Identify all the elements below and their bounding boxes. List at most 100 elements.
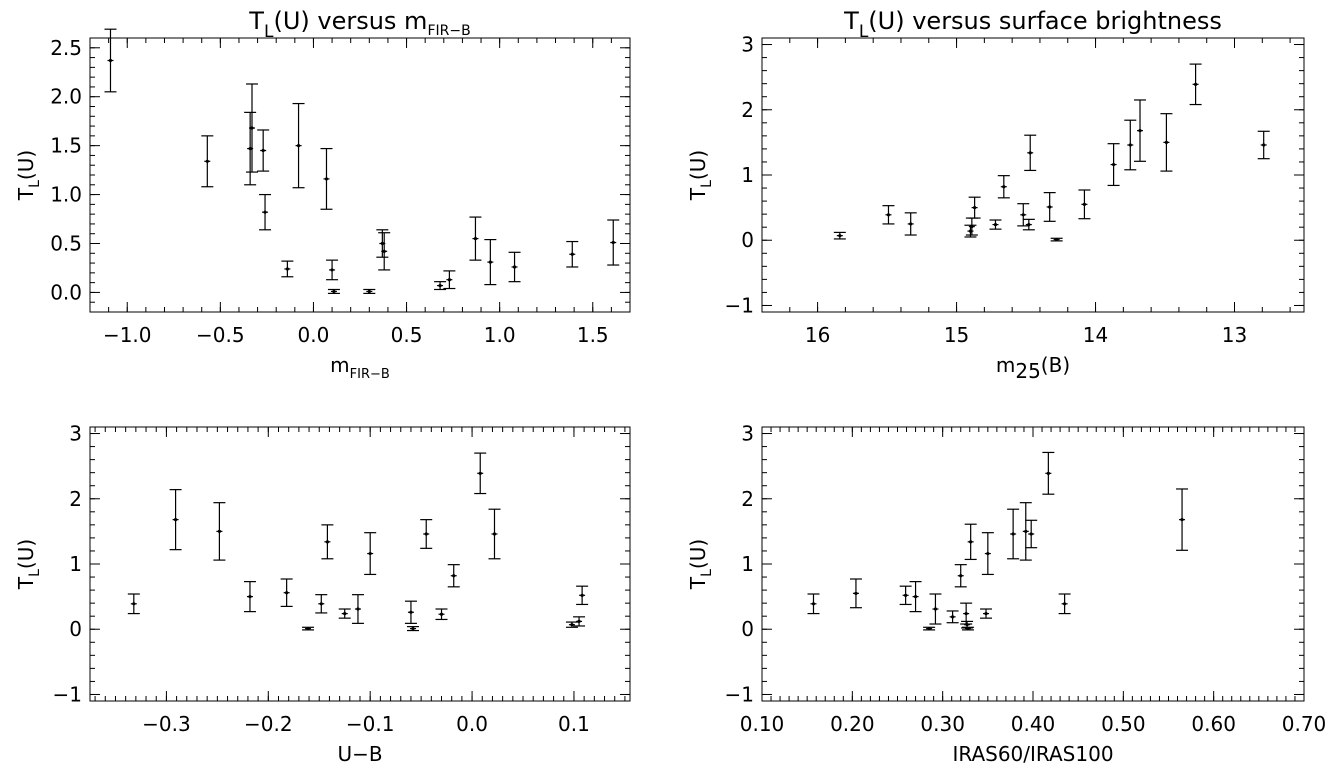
x-tick-label: 0.10	[740, 712, 785, 736]
point-marker-dot	[132, 602, 136, 606]
x-axis-label-text: U−B	[337, 742, 382, 766]
title-text: T	[843, 7, 859, 35]
x-tick-label: 0.70	[1282, 712, 1327, 736]
data-point	[1078, 189, 1091, 220]
data-point	[1176, 488, 1189, 551]
point-marker-dot	[886, 213, 891, 217]
point-marker-dot	[380, 241, 384, 246]
y-axis-label: TL(U)	[14, 539, 43, 590]
point-marker-dot	[332, 289, 336, 294]
x-tick-label: −0.2	[244, 712, 293, 736]
data-point	[1050, 237, 1063, 242]
x-tick-label: 0.50	[1101, 712, 1146, 736]
data-point	[1124, 119, 1137, 171]
point-marker-dot	[577, 619, 581, 624]
x-tick-label: 13	[1222, 323, 1247, 347]
data-point	[833, 231, 846, 240]
point-marker-dot	[478, 471, 482, 475]
title-text: T	[248, 7, 264, 35]
point-marker-dot	[488, 260, 492, 264]
data-point	[443, 270, 456, 290]
y-tick-label: −1	[725, 682, 754, 706]
data-point	[488, 508, 501, 560]
y-tick-label: 2.0	[50, 85, 82, 109]
data-point	[484, 238, 497, 286]
point-marker-dot	[248, 595, 252, 599]
x-axis-label-text: m	[996, 353, 1015, 377]
y-axis-label-subscript: L	[27, 180, 43, 188]
data-point	[1160, 113, 1173, 172]
point-marker-dot	[1138, 129, 1142, 133]
x-tick-label: −1.0	[103, 323, 152, 347]
x-tick-label: 1.5	[577, 323, 609, 347]
y-axis-label-text: (U)	[14, 539, 38, 569]
data-point	[899, 585, 912, 606]
x-tick-label: 0.0	[298, 323, 330, 347]
title-subscript: L	[264, 22, 274, 42]
point-marker-dot	[973, 206, 977, 210]
y-axis-label: TL(U)	[14, 150, 43, 201]
data-point	[1043, 192, 1056, 222]
y-axis-label-subscript: L	[699, 180, 715, 188]
x-tick-label: 0.5	[391, 323, 423, 347]
point-marker-dot	[306, 626, 310, 631]
data-point	[566, 240, 579, 268]
chart-title: TL(U) versus surface brightness	[843, 7, 1222, 42]
point-marker-dot	[319, 602, 323, 606]
data-point	[573, 616, 586, 627]
data-point	[1025, 519, 1038, 549]
point-marker-dot	[611, 240, 615, 245]
y-axis-label-text: T	[14, 187, 38, 201]
x-tick-label: 0.20	[830, 712, 875, 736]
point-marker-dot	[447, 278, 451, 282]
y-axis-label-text: T	[686, 187, 710, 201]
title-subscript: FIR−B	[427, 23, 470, 39]
plot-frame	[761, 37, 1305, 313]
point-marker-dot	[473, 237, 478, 241]
point-marker-dot	[1029, 532, 1033, 536]
x-tick-label: 14	[1083, 323, 1108, 347]
panel-tl-vs-u-b: −0.3 −0.2 −0.1 0.0 0.1 −1 0 1 2 3 U−B TL(U)	[14, 422, 631, 766]
data-point	[326, 259, 339, 281]
data-point	[882, 205, 895, 225]
point-marker-dot	[580, 593, 584, 597]
x-tick-label: 1.0	[484, 323, 516, 347]
y-axis-label-subscript: L	[27, 569, 43, 577]
x-tick-label: 16	[805, 323, 830, 347]
point-marker-dot	[927, 626, 931, 631]
point-marker-dot	[913, 595, 918, 599]
x-axis-label: mFIR−B	[330, 353, 390, 382]
data-point	[127, 593, 140, 615]
x-axis-label: IRAS60/IRAS100	[952, 742, 1113, 766]
y-tick-label: 3	[741, 33, 754, 57]
data-point	[376, 229, 389, 258]
y-tick-label: 1	[741, 163, 754, 187]
x-axis-label-text: IRAS60/IRAS100	[952, 742, 1113, 766]
data-point	[1042, 451, 1055, 495]
title-subscript: L	[859, 22, 869, 42]
point-marker-dot	[993, 222, 998, 227]
point-marker-dot	[811, 602, 816, 606]
point-marker-dot	[1028, 151, 1032, 155]
point-marker-dot	[438, 283, 442, 288]
point-marker-dot	[964, 611, 968, 616]
point-marker-dot	[1055, 237, 1059, 242]
y-tick-label: 0	[69, 617, 82, 641]
y-axis-label-subscript: L	[699, 569, 715, 577]
point-marker-dot	[904, 593, 908, 597]
point-marker-dot	[356, 607, 360, 611]
data-point	[302, 626, 315, 631]
data-point	[406, 626, 419, 632]
y-axis-label-text: (U)	[14, 150, 38, 180]
y-axis-label-text: T	[686, 576, 710, 590]
data-point	[378, 232, 391, 271]
point-marker-dot	[1046, 471, 1050, 475]
data-point	[508, 251, 521, 283]
data-point	[201, 135, 214, 188]
data-point	[954, 564, 967, 588]
y-axis-label-text: T	[14, 576, 38, 590]
data-point	[292, 102, 305, 189]
x-axis-label-subscript: FIR−B	[350, 367, 390, 382]
data-point	[576, 585, 589, 606]
